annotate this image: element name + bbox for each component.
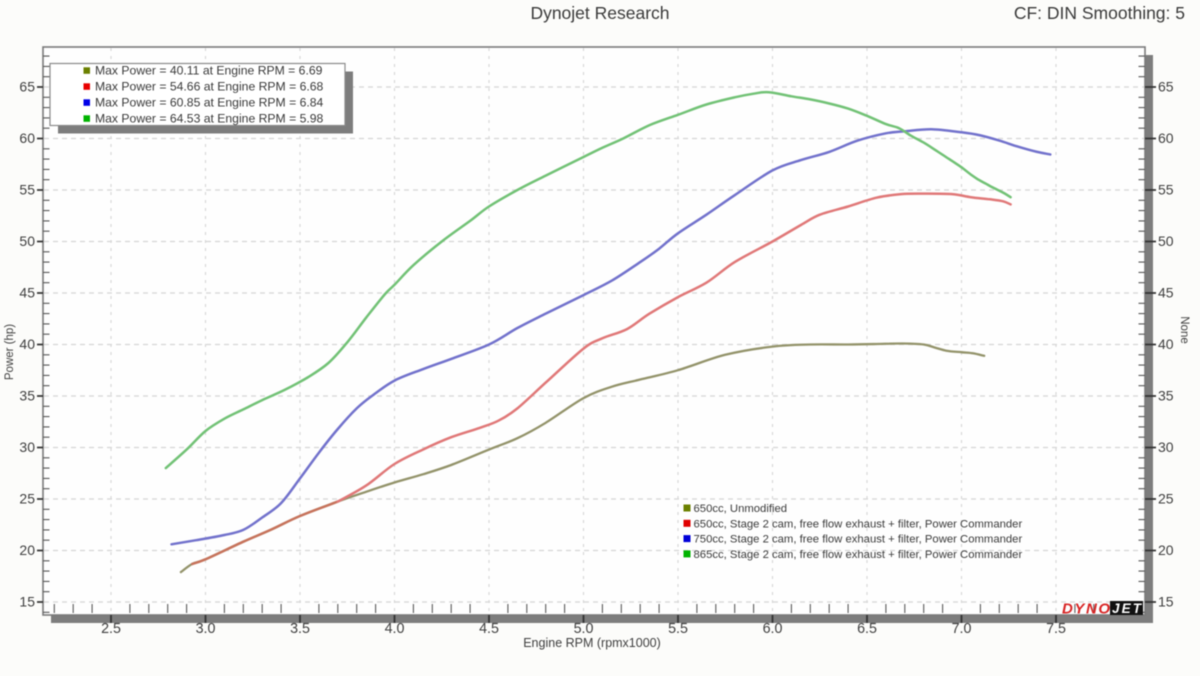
svg-text:50: 50 <box>1158 233 1174 249</box>
svg-text:3.5: 3.5 <box>290 621 310 637</box>
svg-text:JET: JET <box>1112 601 1143 616</box>
svg-text:None: None <box>1178 316 1190 344</box>
svg-text:45: 45 <box>19 285 35 301</box>
svg-text:35: 35 <box>19 388 35 404</box>
svg-text:4.0: 4.0 <box>385 621 405 637</box>
svg-text:30: 30 <box>1158 439 1174 455</box>
svg-text:45: 45 <box>1158 285 1174 301</box>
svg-text:65: 65 <box>1158 79 1174 95</box>
svg-text:7.0: 7.0 <box>952 621 972 637</box>
svg-text:55: 55 <box>1158 182 1174 198</box>
svg-text:Power (hp): Power (hp) <box>4 324 16 380</box>
svg-text:5.0: 5.0 <box>574 621 594 637</box>
svg-text:650cc, Stage 2 cam, free flow: 650cc, Stage 2 cam, free flow exhaust + … <box>694 518 1023 530</box>
svg-text:CF: DIN Smoothing: 5: CF: DIN Smoothing: 5 <box>1014 3 1185 23</box>
svg-text:25: 25 <box>1158 491 1174 507</box>
svg-text:6.0: 6.0 <box>763 621 783 637</box>
svg-text:35: 35 <box>1158 388 1174 404</box>
svg-text:50: 50 <box>19 233 35 249</box>
svg-text:60: 60 <box>19 130 35 146</box>
svg-text:650cc, Unmodified: 650cc, Unmodified <box>694 503 788 515</box>
svg-text:Max Power = 40.11 at Engine RP: Max Power = 40.11 at Engine RPM = 6.69 <box>95 64 323 78</box>
svg-text:750cc, Stage 2 cam, free flow: 750cc, Stage 2 cam, free flow exhaust + … <box>694 534 1023 546</box>
svg-text:DYNO: DYNO <box>1062 601 1110 618</box>
svg-text:865cc, Stage 2 cam, free flow: 865cc, Stage 2 cam, free flow exhaust + … <box>694 549 1023 561</box>
svg-text:6.5: 6.5 <box>857 621 877 637</box>
svg-text:Dynojet Research: Dynojet Research <box>530 3 669 23</box>
svg-text:Max Power = 64.53 at Engine RP: Max Power = 64.53 at Engine RPM = 5.98 <box>95 112 324 126</box>
svg-text:2.5: 2.5 <box>101 621 121 637</box>
svg-text:55: 55 <box>19 182 35 198</box>
svg-text:20: 20 <box>1158 542 1174 558</box>
svg-text:3.0: 3.0 <box>196 621 216 637</box>
svg-text:30: 30 <box>19 439 35 455</box>
svg-text:40: 40 <box>19 336 35 352</box>
svg-text:25: 25 <box>19 491 35 507</box>
svg-text:15: 15 <box>1158 594 1174 610</box>
svg-text:5.5: 5.5 <box>668 621 688 637</box>
svg-text:40: 40 <box>1158 336 1174 352</box>
svg-text:7.5: 7.5 <box>1046 621 1066 637</box>
svg-text:Engine RPM (rpmx1000): Engine RPM (rpmx1000) <box>523 636 661 650</box>
svg-text:Max Power = 60.85 at Engine RP: Max Power = 60.85 at Engine RPM = 6.84 <box>95 96 324 110</box>
svg-text:15: 15 <box>19 594 35 610</box>
svg-text:65: 65 <box>19 79 35 95</box>
svg-text:4.5: 4.5 <box>479 621 499 637</box>
svg-text:60: 60 <box>1158 130 1174 146</box>
svg-text:20: 20 <box>19 542 35 558</box>
svg-text:Max Power = 54.66 at Engine RP: Max Power = 54.66 at Engine RPM = 6.68 <box>95 80 324 94</box>
